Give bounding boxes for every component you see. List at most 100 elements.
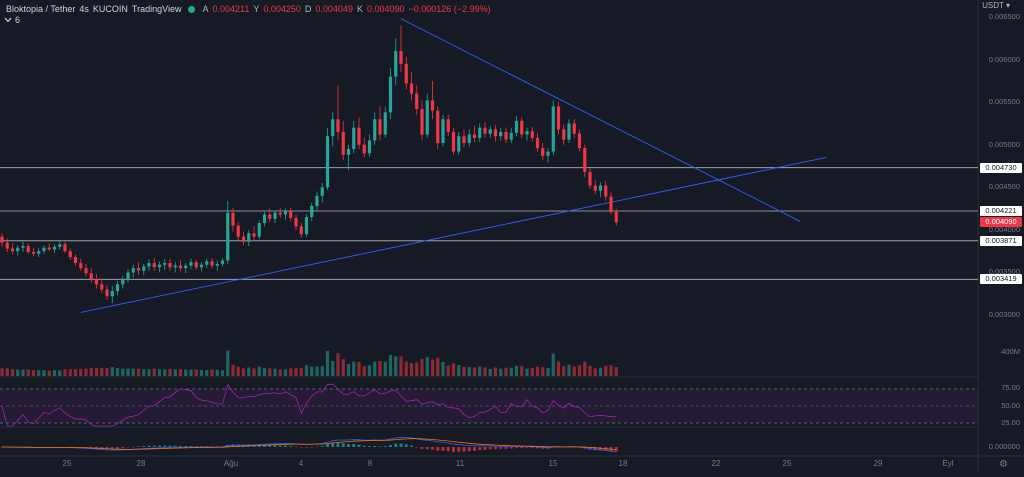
- ohlc-close-value: 0.004090: [366, 4, 405, 14]
- macd-histogram-bar: [457, 447, 461, 452]
- ohlc-open-value: 0.004211: [212, 4, 250, 14]
- candle-body: [89, 273, 93, 280]
- candle: [430, 80, 435, 120]
- candle: [268, 208, 272, 223]
- interval-label[interactable]: 4s: [79, 4, 89, 14]
- rsi-axis-label: 75.00: [1001, 383, 1020, 392]
- candle-body: [325, 136, 330, 188]
- macd-histogram-bar: [473, 447, 476, 451]
- candle: [278, 207, 282, 218]
- candle: [10, 243, 15, 255]
- volume-bar: [336, 353, 340, 376]
- candle: [283, 208, 288, 220]
- volume-bar: [252, 368, 256, 376]
- macd-histogram-bar: [415, 447, 419, 448]
- candle-body: [241, 236, 246, 242]
- macd-histogram-bar: [152, 445, 156, 447]
- candle-body: [58, 244, 62, 247]
- candle: [357, 117, 361, 149]
- candle: [488, 125, 492, 138]
- volume-bar: [168, 368, 172, 376]
- ohlc-low-value: 0.004049: [315, 4, 353, 14]
- macd-histogram-bar: [352, 443, 356, 447]
- candle-body: [262, 214, 267, 224]
- volume-bar: [472, 367, 477, 376]
- candle-body: [304, 217, 309, 235]
- volume-bar: [89, 368, 93, 376]
- chart-legend: Bloktopia / Tether 4s KUCOIN TradingView…: [6, 2, 491, 16]
- currency-label[interactable]: USDT ▾: [982, 1, 1010, 10]
- price-pane[interactable]: [0, 0, 978, 332]
- candle: [541, 143, 545, 161]
- candle-body: [341, 131, 345, 155]
- ohlc-open-key: A: [202, 4, 209, 14]
- macd-histogram-bar: [257, 445, 261, 447]
- candle: [604, 180, 608, 201]
- candle: [163, 258, 167, 270]
- candle: [493, 125, 498, 142]
- candle: [52, 244, 57, 253]
- volume-bar: [504, 367, 508, 376]
- candle-body: [121, 280, 125, 285]
- candle: [63, 241, 67, 253]
- candle: [94, 274, 99, 289]
- candle: [535, 132, 540, 152]
- candle-body: [283, 211, 288, 215]
- macd-histogram-bar: [462, 447, 466, 452]
- macd-histogram-bar: [263, 445, 266, 447]
- macd-histogram-bar: [483, 447, 487, 450]
- volume-bar: [530, 368, 534, 376]
- macd-histogram-bar: [305, 447, 308, 448]
- candle-body: [210, 261, 214, 266]
- volume-bar: [572, 366, 576, 376]
- volume-bar: [430, 359, 435, 376]
- gear-icon[interactable]: ⚙: [999, 459, 1008, 470]
- candle-body: [525, 131, 529, 135]
- macd-histogram-bar: [179, 445, 182, 447]
- candle-body: [593, 185, 597, 191]
- volume-bar: [493, 367, 498, 376]
- candle: [220, 257, 225, 267]
- macd-histogram-bar: [499, 447, 503, 449]
- indicators-toggle[interactable]: 6: [4, 15, 20, 25]
- macd-histogram-bar: [357, 444, 361, 447]
- candle: [231, 207, 235, 232]
- macd-histogram-bar: [515, 447, 518, 448]
- macd-histogram-bar: [326, 443, 329, 447]
- macd-histogram-bar: [147, 445, 151, 447]
- rsi-axis-label: 25.00: [1001, 418, 1020, 427]
- symbol-name[interactable]: Bloktopia / Tether: [6, 4, 76, 14]
- candle: [189, 258, 193, 270]
- candle-body: [499, 131, 503, 137]
- candle-body: [42, 247, 46, 252]
- volume-bar: [415, 362, 419, 376]
- candle: [614, 208, 618, 226]
- volume-bar: [609, 365, 613, 376]
- macd-histogram-bar: [488, 447, 492, 450]
- volume-bar: [63, 369, 67, 376]
- candle-body: [420, 108, 424, 135]
- volume-bar: [189, 369, 193, 376]
- macd-histogram-bar: [368, 446, 371, 447]
- candle: [352, 120, 356, 154]
- candle: [247, 229, 251, 247]
- macd-histogram-bar: [478, 447, 482, 451]
- volume-bar: [226, 350, 230, 376]
- candle: [289, 207, 293, 222]
- candle: [551, 100, 555, 155]
- candle-body: [152, 263, 156, 268]
- macd-histogram-bar: [536, 447, 539, 449]
- candle: [157, 261, 162, 273]
- volume-bar: [110, 367, 114, 376]
- volume-bar: [451, 363, 456, 376]
- macd-histogram-bar: [541, 447, 545, 449]
- candle-body: [199, 264, 204, 268]
- candle: [84, 263, 88, 277]
- candle: [446, 114, 450, 137]
- candle-body: [541, 148, 545, 156]
- macd-histogram-bar: [467, 447, 471, 452]
- macd-histogram-bar: [614, 447, 618, 452]
- candle-body: [588, 171, 592, 186]
- volume-bar: [152, 368, 156, 376]
